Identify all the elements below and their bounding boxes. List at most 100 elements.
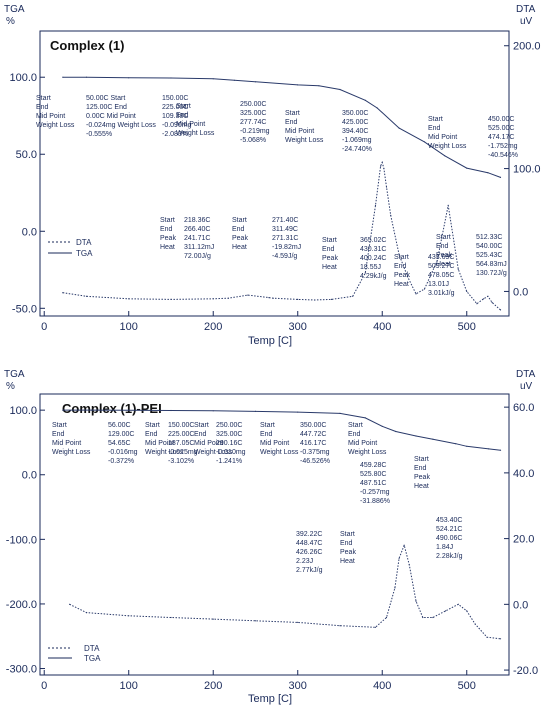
tga-point [212,78,214,80]
dta-point [394,587,396,589]
plot-frame [39,30,510,317]
annotation-line: 271.31C [272,235,298,242]
complex-1-pei-chart: TGA % DTA uV Complex (1)-PEI Temp [C] 0 1… [4,369,538,705]
tga-series-line [62,76,501,178]
annotation-line: -1.752mg [488,143,518,150]
annotation-line: 400.24C [360,255,386,262]
dta-point [491,301,493,304]
y-left-label-top: TGA [4,4,25,15]
dta-point [415,600,417,602]
annotation-line: Weight Loss [194,449,233,456]
annotation-line: 218.36C [184,217,210,224]
y-left-tick-label: -300.0 [6,664,37,676]
annotation-line: 509.27C [428,263,454,270]
annotation-line: -0.016mg [108,449,138,456]
dta-point [352,295,354,297]
x-tick-label: 400 [373,680,391,692]
dta-point [212,298,214,300]
x-tick-label: 300 [289,321,307,333]
y-right-label-unit: uV [520,16,533,27]
annotation-line: 250.00C [240,101,266,108]
annotation-line: 250.00C [216,422,242,429]
annotation-line: Start [176,103,191,110]
x-tick-label: 0 [41,680,47,692]
annotation-line: End [260,431,273,438]
dta-point [85,295,88,297]
tga-point [395,430,397,433]
y-left-tick-label: -50.0 [12,303,37,315]
dta-point [381,161,383,163]
dta-point [374,626,377,628]
dta-point [457,268,459,270]
annotation-line: Mid Point [194,440,223,447]
annotation-line: 490.06C [436,535,462,542]
annotation-line: Weight Loss [36,122,75,129]
series-group [62,409,502,640]
annotation-line: 430.31C [360,246,386,253]
annotation-line: Start [160,217,175,224]
annotation-line: 150.00C [162,95,188,102]
annotation-line: End [414,465,427,472]
annotation-line: End [36,104,49,111]
annotation-line: 2.28kJ/g [436,553,463,560]
annotation-line: End [160,226,173,233]
legend: DTA TGA [48,238,93,258]
annotation-line: Mid Point [176,121,205,128]
dta-point [128,615,130,617]
annotation-line: 225.00C [162,104,188,111]
dta-point [476,303,478,305]
annotation-line: Start [340,531,355,538]
y-left-ticks: 100.0 0.0 -100.0 -200.0 -300.0 [6,405,45,676]
tga-point [423,141,426,143]
annotation-line: 392.22C [296,531,322,538]
dta-point [364,272,366,274]
annotation-line: -0.090mg [162,122,192,129]
annotation-line: 311.12mJ [184,244,214,251]
dta-point [466,290,468,292]
tga-point [499,449,502,451]
dta-point [314,299,316,301]
dta-point [62,292,64,294]
x-ticks: 0 100 200 300 400 500 [41,311,476,333]
annotation-line: Peak [394,272,410,279]
tga-point [254,81,257,83]
tga-point [364,99,366,101]
annotation-line: Start [52,422,67,429]
annotation-line: -1.241% [216,458,242,465]
annotation-line: End [428,125,441,132]
chart-title: Complex (1)-PEI [62,401,162,416]
dta-point [247,294,249,296]
dta-point [170,298,172,300]
dta-point [297,621,299,624]
annotation-line: 311.49C [272,226,298,233]
annotation-line: Peak [322,255,338,262]
annotation-line: End [52,431,65,438]
tga-point [339,88,341,91]
annotation-line: 130.72J/g [476,270,507,277]
x-ticks: 0 100 200 300 400 500 [41,670,476,692]
x-axis-label: Temp [C] [248,335,292,347]
dta-point [374,204,377,206]
annotation-line: Start [436,234,451,241]
annotation-line: -0.375mg [300,449,330,456]
annotation-line: -31.886% [360,498,390,505]
dta-point [254,620,257,622]
annotation-line: 3.01kJ/g [428,290,455,297]
tga-point [128,409,130,411]
tga-point [487,172,489,174]
annotation-line: 394.40C [342,128,368,135]
dta-point [383,168,385,170]
dta-point [385,616,388,619]
dta-point [385,186,388,188]
tga-point [297,84,299,86]
annotation-line: Heat [160,244,175,251]
dta-point [432,616,434,619]
chart-title: Complex (1) [50,38,124,53]
annotation-line: 350.00C [342,110,368,117]
tga-point [432,438,434,440]
y-left-label-unit: % [6,381,15,392]
annotation-line: 525.00C [488,125,514,132]
tga-point [62,76,64,78]
annotation-line: Start [285,110,300,117]
y-right-tick-label: 20.0 [513,534,534,546]
